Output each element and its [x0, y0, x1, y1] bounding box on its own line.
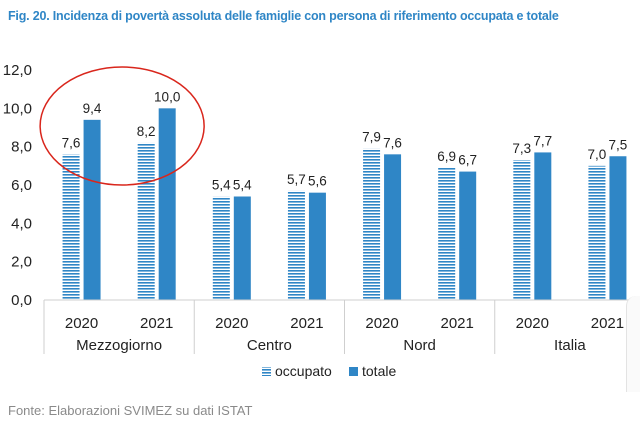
data-label-totale: 6,7: [458, 153, 477, 168]
data-label-occupato: 7,3: [512, 141, 531, 156]
bar-occupato: [513, 160, 531, 300]
bar-totale: [83, 119, 101, 300]
bar-totale: [609, 156, 627, 300]
y-axis: 0,0 2,0 4,0 6,0 8,0 10,0 12,0: [3, 62, 32, 309]
annotation: [39, 66, 205, 186]
data-label-totale: 5,6: [308, 174, 327, 189]
data-label-occupato: 7,0: [588, 147, 607, 162]
y-tick-label: 8,0: [11, 139, 32, 156]
x-group-label: Mezzogiorno: [76, 337, 162, 354]
legend-swatch-totale: [349, 367, 358, 376]
bar-totale: [233, 196, 251, 300]
chart-title: Fig. 20. Incidenza di povertà assoluta d…: [8, 9, 559, 23]
data-label-occupato: 5,7: [287, 172, 306, 187]
y-tick-label: 10,0: [3, 100, 32, 117]
data-label-totale: 9,4: [83, 101, 102, 116]
data-label-occupato: 6,9: [437, 149, 456, 164]
bar-totale: [158, 108, 176, 300]
bar-occupato: [588, 165, 606, 300]
x-group-label: Nord: [403, 337, 436, 354]
bar-occupato: [438, 167, 456, 300]
x-tick-label: 2021: [290, 315, 323, 332]
bar-totale: [308, 192, 326, 300]
bar-occupato: [62, 154, 80, 300]
data-label-occupato: 8,2: [137, 124, 156, 139]
bar-totale: [534, 152, 552, 300]
bar-occupato: [363, 148, 381, 300]
x-tick-label: 2020: [365, 315, 398, 332]
bar-occupato: [137, 142, 155, 300]
data-label-occupato: 7,9: [362, 130, 381, 145]
data-label-occupato: 7,6: [62, 135, 81, 150]
bar-occupato: [287, 190, 305, 300]
y-tick-label: 4,0: [11, 215, 32, 232]
data-label-totale: 7,5: [609, 137, 628, 152]
bars: [62, 108, 627, 300]
legend-label-totale: totale: [362, 363, 396, 379]
data-label-totale: 10,0: [154, 89, 180, 104]
y-tick-label: 0,0: [11, 292, 32, 309]
y-tick-label: 12,0: [3, 62, 32, 79]
x-tick-label: 2021: [140, 315, 173, 332]
source-note: Fonte: Elaborazioni SVIMEZ su dati ISTAT: [8, 403, 253, 418]
x-tick-label: 2020: [65, 315, 98, 332]
x-group-label: Centro: [247, 337, 292, 354]
legend-swatch-occupato: [262, 367, 271, 376]
data-label-occupato: 5,4: [212, 178, 231, 193]
data-label-totale: 7,6: [383, 135, 402, 150]
bar-totale: [384, 154, 402, 300]
bar-chart: 0,0 2,0 4,0 6,0 8,0 10,0 12,0 7,6 9,4 8,2 10,0 5,4…: [3, 62, 640, 379]
x-tick-label: 2021: [591, 315, 624, 332]
y-tick-label: 6,0: [11, 177, 32, 194]
data-label-totale: 7,7: [533, 133, 552, 148]
bar-occupato: [212, 196, 230, 300]
bar-totale: [459, 171, 477, 300]
x-tick-label: 2021: [441, 315, 474, 332]
highlight-ellipse: [39, 66, 205, 186]
x-tick-label: 2020: [516, 315, 549, 332]
x-tick-label: 2020: [215, 315, 248, 332]
data-label-totale: 5,4: [233, 178, 252, 193]
y-tick-label: 2,0: [11, 254, 32, 271]
x-axis: 2020 2021 Mezzogiorno 2020 2021 Centro 2020 202…: [43, 299, 640, 354]
legend-label-occupato: occupato: [275, 363, 332, 379]
legend: occupato totale: [262, 363, 396, 379]
scrollbar-edge[interactable]: [626, 296, 640, 392]
x-group-label: Italia: [554, 337, 586, 354]
value-labels: 7,69,48,210,05,4 5,4 5,7 5,67,9 7,66,9 6,77,3…: [62, 89, 628, 192]
